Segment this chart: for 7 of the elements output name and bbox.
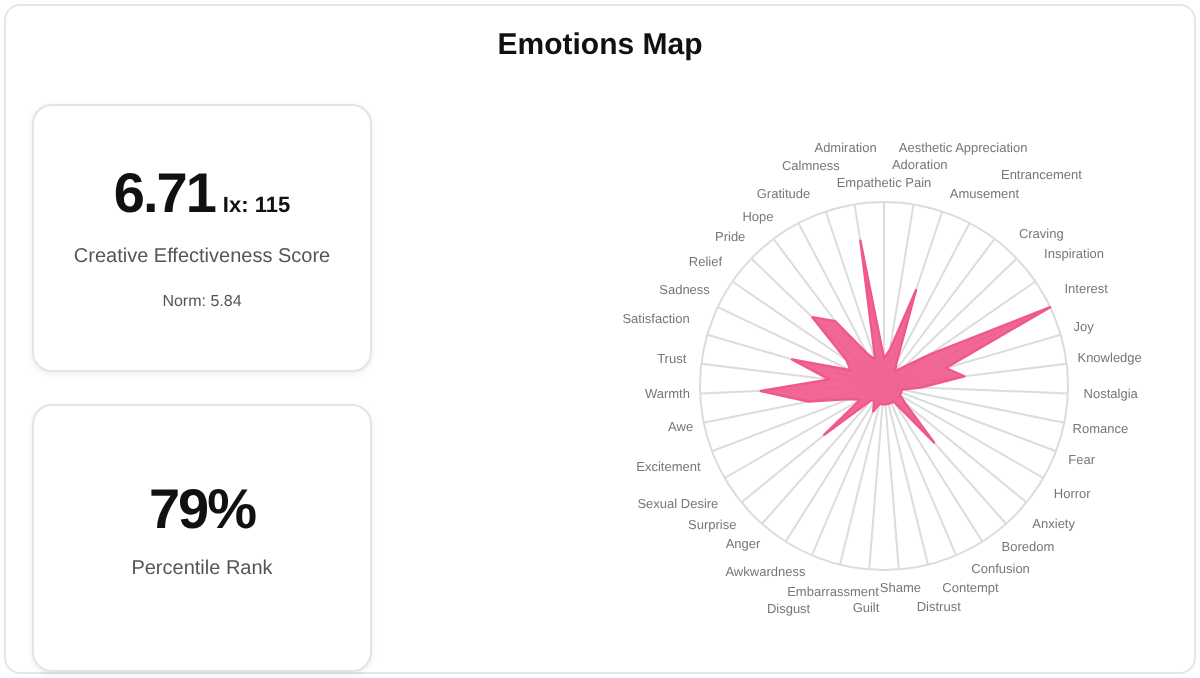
text: Percentile Rank	[129, 558, 275, 580]
text: 79%	[146, 478, 258, 542]
chart-title: Emotions Map	[495, 28, 705, 62]
text: Norm: 5.84	[160, 292, 244, 310]
text: 6.71	[113, 162, 215, 224]
text: Ix: 115	[222, 194, 291, 218]
text: Creative Effectiveness Score	[71, 246, 333, 268]
